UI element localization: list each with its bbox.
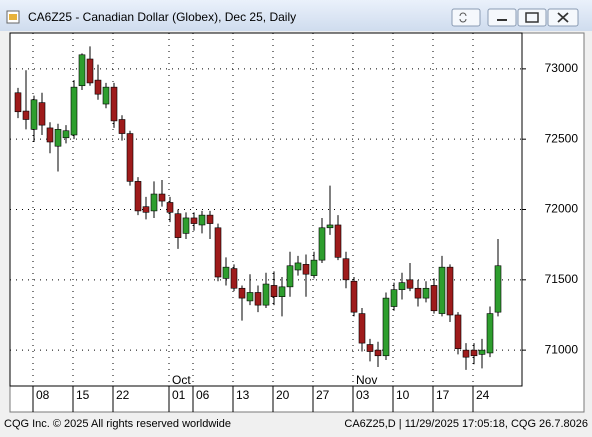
- x-tick-label: 08: [36, 388, 50, 402]
- candle-body: [134, 181, 142, 212]
- x-tick-label: 24: [476, 388, 490, 402]
- footer-right: CA6Z25,D | 11/29/2025 17:05:18, CQG 26.7…: [344, 418, 588, 430]
- x-tick-label: 06: [196, 388, 210, 402]
- x-tick-label: 13: [236, 388, 250, 402]
- candle-body: [102, 86, 110, 105]
- candle-body: [78, 54, 86, 87]
- candle-body: [414, 287, 422, 299]
- candle-body: [326, 224, 334, 229]
- candle-body: [310, 259, 318, 276]
- candle-body: [110, 86, 118, 122]
- candle-body: [230, 268, 238, 289]
- candle-body: [406, 279, 414, 289]
- candle-body: [422, 287, 430, 299]
- candle-body: [30, 99, 38, 130]
- candle-body: [70, 86, 78, 136]
- candle-body: [62, 130, 70, 139]
- maximize-button[interactable]: [517, 8, 547, 27]
- x-tick-label: 01: [172, 388, 186, 402]
- window-icon-inner: [9, 14, 17, 20]
- candle-body: [294, 262, 302, 271]
- candle-body: [478, 349, 486, 355]
- candle-body: [190, 217, 198, 224]
- candle-body: [150, 193, 158, 212]
- candle-body: [158, 193, 166, 202]
- footer-left: CQG Inc. © 2025 All rights reserved worl…: [4, 418, 231, 430]
- candle-body: [174, 213, 182, 238]
- candle-body: [302, 264, 310, 275]
- candle-body: [334, 224, 342, 258]
- candle-body: [270, 285, 278, 297]
- candle-body: [374, 349, 382, 357]
- candle-body: [46, 127, 54, 143]
- candle-body: [278, 286, 286, 297]
- x-tick-label: 22: [116, 388, 130, 402]
- candle-body: [54, 129, 62, 147]
- candle-body: [486, 313, 494, 354]
- candle-body: [286, 265, 294, 288]
- x-month-label: Oct: [172, 373, 191, 387]
- candle-body: [446, 266, 454, 316]
- x-tick-label: 03: [356, 388, 370, 402]
- y-tick-label: 71500: [545, 272, 579, 286]
- candle-body: [142, 206, 150, 213]
- candle-body: [342, 258, 350, 281]
- y-tick-label: 72500: [545, 131, 579, 145]
- candle-body: [438, 266, 446, 314]
- candle-body: [454, 314, 462, 350]
- candle-body: [246, 292, 254, 302]
- candle-body: [126, 133, 134, 182]
- candle-body: [86, 58, 94, 84]
- candle-body: [94, 79, 102, 95]
- y-tick-label: 73000: [545, 61, 579, 75]
- x-tick-label: 15: [76, 388, 90, 402]
- candle-body: [38, 102, 46, 126]
- maximize-glyph: [525, 12, 539, 23]
- x-tick-label: 17: [436, 388, 450, 402]
- plot-area: [9, 32, 523, 387]
- candle-body: [182, 217, 190, 234]
- x-tick-label: 27: [316, 388, 330, 402]
- candle-body: [430, 285, 438, 312]
- x-tick-label: 20: [276, 388, 290, 402]
- link-glyph: [459, 12, 467, 23]
- candle-body: [206, 214, 214, 224]
- candle-body: [118, 119, 126, 134]
- x-tick-label: 10: [396, 388, 410, 402]
- candle-body: [390, 289, 398, 307]
- candle-body: [166, 202, 174, 213]
- candle-body: [462, 349, 470, 358]
- y-tick-label: 71000: [545, 342, 579, 356]
- minimize-button[interactable]: [487, 8, 517, 27]
- close-glyph: [557, 12, 569, 23]
- candle-body: [262, 283, 270, 306]
- x-month-label: Nov: [356, 373, 377, 387]
- candle-body: [318, 227, 326, 261]
- candle-body: [358, 313, 366, 344]
- candle-body: [494, 265, 502, 313]
- y-tick-label: 72000: [545, 202, 579, 216]
- candle-body: [398, 282, 406, 290]
- candle-body: [366, 344, 374, 352]
- window-title: CA6Z25 - Canadian Dollar (Globex), Dec 2…: [28, 10, 296, 24]
- candle-body: [198, 214, 206, 226]
- candle-body: [470, 349, 478, 357]
- candle-body: [14, 92, 22, 113]
- candle-body: [214, 227, 222, 278]
- candle-body: [350, 280, 358, 313]
- link-button[interactable]: [451, 8, 481, 27]
- candle-body: [254, 292, 262, 306]
- candle-body: [382, 297, 390, 357]
- candle-body: [238, 287, 246, 299]
- candle-body: [222, 266, 230, 279]
- candle-body: [22, 110, 30, 120]
